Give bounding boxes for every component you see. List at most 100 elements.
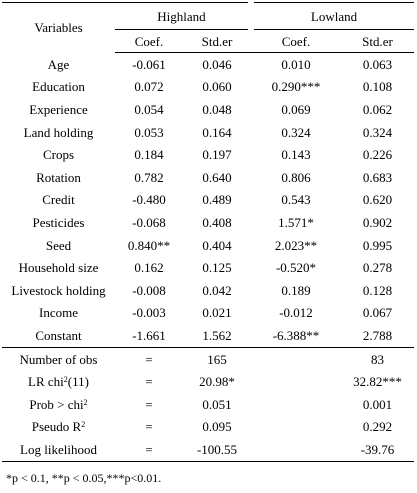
stat-row: Number of obs = 165 83	[2, 347, 414, 370]
table-row: Seed 0.840** 0.404 2.023** 0.995	[2, 234, 414, 257]
equals-sign: =	[145, 396, 153, 412]
subheader-lowland-coef: Coef.	[251, 29, 341, 53]
stat-label: Number of obs	[2, 347, 115, 370]
highland-stderr-cell: 0.125	[202, 260, 232, 276]
lowland-stderr-cell: 0.067	[362, 305, 393, 321]
table-row: Education 0.072 0.060 0.290*** 0.108	[2, 76, 414, 99]
highland-coef-cell: -0.008	[132, 282, 166, 298]
highland-coef-cell: -0.003	[132, 305, 166, 321]
row-label: Experience	[29, 101, 88, 117]
row-label: Crops	[42, 147, 75, 163]
stat-row: Pseudo R2 = 0.095 0.292	[2, 416, 414, 439]
lowland-coef-cell: -6.388**	[251, 324, 341, 348]
highland-stderr-cell: 1.562	[183, 324, 251, 348]
row-label: Credit	[42, 192, 75, 208]
lowland-stderr-cell: 0.226	[362, 147, 393, 163]
highland-coef-cell: 0.782	[134, 169, 164, 185]
lowland-stderr-cell: 0.128	[362, 282, 393, 298]
coefficient-rows: Age -0.061 0.046 0.010 0.063 Education 0.072 0.…	[2, 53, 414, 348]
table-row: Rotation 0.782 0.640 0.806 0.683	[2, 166, 414, 189]
highland-stderr-cell: 0.021	[202, 305, 232, 321]
empty-cell	[251, 438, 341, 462]
row-label: Rotation	[36, 169, 81, 185]
stat-label-text: Number of obs	[19, 351, 98, 367]
row-label: Education	[32, 79, 85, 95]
highland-coef-cell: -0.480	[132, 192, 166, 208]
lowland-stat-value: 83	[371, 351, 384, 367]
highland-stderr-cell: 0.404	[202, 237, 232, 253]
highland-coef-cell: 0.184	[134, 147, 164, 163]
stat-label-text: Log likelihood	[20, 441, 97, 457]
row-label: Income	[39, 305, 78, 321]
subheader-highland-coef: Coef.	[115, 29, 183, 53]
stat-label-suffix: (11)	[67, 374, 89, 390]
regression-table: Variables Highland Lowland Coef. Std.er …	[2, 2, 414, 462]
highland-stderr-cell: 0.489	[202, 192, 232, 208]
highland-stderr-cell: 0.060	[202, 79, 232, 95]
lowland-stderr-cell: 0.620	[362, 192, 393, 208]
lowland-stat-value: 32.82***	[353, 374, 402, 390]
stat-label: Log likelihood	[2, 438, 115, 462]
lowland-stderr-cell: 0.062	[362, 101, 393, 117]
highland-coef-cell: -0.061	[132, 56, 166, 72]
lowland-coef-cell: 0.069	[281, 101, 311, 117]
highland-stderr-cell: 0.046	[202, 56, 232, 72]
empty-cell	[251, 416, 341, 439]
row-label: Age	[47, 56, 70, 72]
highland-stat-value: 20.98*	[199, 374, 235, 390]
empty-cell	[251, 347, 341, 370]
highland-stat-value: 0.095	[202, 419, 232, 435]
table-row: Livestock holding -0.008 0.042 0.189 0.128	[2, 279, 414, 302]
significance-footnote: *p < 0.1, **p < 0.05,***p<0.01.	[6, 471, 162, 485]
lowland-stat-value: -39.76	[341, 438, 414, 462]
highland-stat-value: -100.55	[183, 438, 251, 462]
lowland-coef-cell: -0.520*	[275, 260, 317, 276]
stat-label-superscript: 2	[81, 420, 86, 430]
equals-sign: =	[115, 438, 183, 462]
row-label: Seed	[45, 237, 72, 253]
highland-stderr-cell: 0.408	[202, 214, 232, 230]
stat-row: Prob > chi2 = 0.051 0.001	[2, 393, 414, 416]
lowland-coef-cell: 0.143	[281, 147, 311, 163]
row-label: Pesticides	[32, 214, 85, 230]
table-row: Experience 0.054 0.048 0.069 0.062	[2, 98, 414, 121]
subheader-highland-stderr: Std.er	[183, 29, 251, 53]
table-row: Pesticides -0.068 0.408 1.571* 0.902	[2, 211, 414, 234]
stat-label: LR chi2(11)	[2, 370, 115, 393]
highland-coef-cell: -1.661	[115, 324, 183, 348]
highland-stderr-cell: 0.042	[202, 282, 232, 298]
highland-coef-cell: 0.072	[134, 79, 164, 95]
lowland-stat-value: 0.292	[362, 419, 393, 435]
stat-label-text: LR chi	[28, 374, 64, 390]
table-row: Constant -1.661 1.562 -6.388** 2.788	[2, 324, 414, 348]
variables-header: Variables	[2, 2, 115, 53]
lowland-stderr-cell: 0.063	[362, 56, 393, 72]
subheader-lowland-stderr: Std.er	[341, 29, 414, 53]
highland-coef-cell: -0.068	[132, 214, 166, 230]
lowland-stderr-cell: 0.108	[362, 79, 393, 95]
lowland-stderr-cell: 0.324	[362, 124, 393, 140]
stat-label-text: Prob > chi	[29, 396, 84, 412]
lowland-coef-cell: 0.010	[281, 56, 311, 72]
lowland-coef-cell: 0.189	[281, 282, 311, 298]
highland-coef-cell: 0.053	[134, 124, 164, 140]
stat-label-superscript: 2	[83, 397, 88, 407]
table-row: Income -0.003 0.021 -0.012 0.067	[2, 302, 414, 325]
table-row: Crops 0.184 0.197 0.143 0.226	[2, 143, 414, 166]
row-label: Livestock holding	[11, 282, 106, 298]
stat-row: LR chi2(11) = 20.98* 32.82***	[2, 370, 414, 393]
lowland-stderr-cell: 0.278	[362, 260, 393, 276]
highland-coef-cell: 0.840**	[127, 237, 171, 253]
stat-label: Prob > chi2	[2, 393, 115, 416]
equals-sign: =	[145, 419, 153, 435]
lowland-coef-cell: -0.012	[279, 305, 313, 321]
group-header-lowland: Lowland	[248, 2, 414, 30]
empty-cell	[251, 393, 341, 416]
equals-sign: =	[145, 351, 153, 367]
statistics-rows: Number of obs = 165 83 LR chi2(11) = 20.98* 32.…	[2, 347, 414, 462]
table-row: Age -0.061 0.046 0.010 0.063	[2, 53, 414, 76]
stat-row: Log likelihood = -100.55 -39.76	[2, 438, 414, 462]
equals-sign: =	[145, 374, 153, 390]
row-label: Household size	[18, 260, 99, 276]
stat-label-text: Pseudo R	[31, 419, 82, 435]
